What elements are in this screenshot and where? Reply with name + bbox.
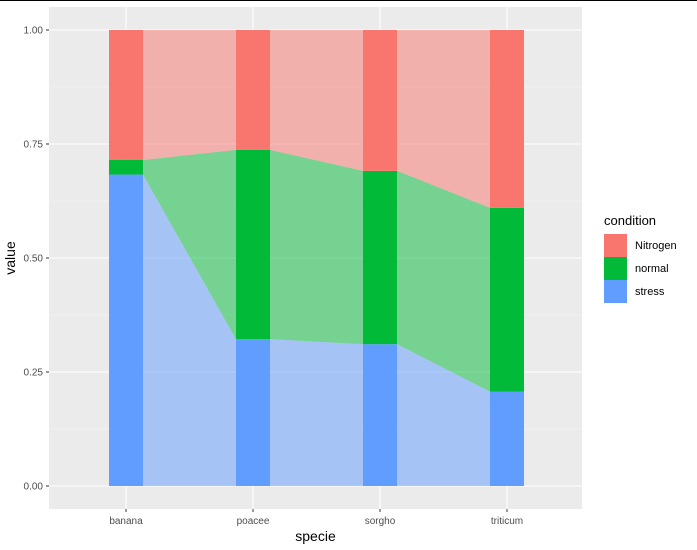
- y-axis-ticks: 0.00 0.25 0.50 0.75 1.00: [24, 26, 49, 493]
- bar-poacee-nitrogen: [236, 30, 270, 150]
- x-tick-label: poacee: [237, 516, 270, 527]
- bar-poacee-normal: [236, 149, 270, 340]
- band-normal-2: [397, 170, 490, 392]
- legend-key-normal: [604, 257, 627, 280]
- legend-title: condition: [604, 213, 656, 228]
- bar-banana-normal: [109, 159, 143, 175]
- y-tick-label: 1.00: [24, 26, 44, 37]
- band-stress-1: [270, 339, 363, 486]
- y-axis-title: value: [2, 241, 18, 275]
- top-border-line: [0, 0, 697, 1]
- bar-sorgho-stress: [363, 344, 397, 486]
- bar-triticum-stress: [490, 391, 524, 486]
- band-nitrogen-1: [270, 30, 363, 171]
- bar-sorgho-normal: [363, 170, 397, 345]
- bars: [109, 30, 524, 486]
- legend-label-stress: stress: [635, 286, 665, 298]
- band-normal-0: [143, 149, 236, 340]
- bar-triticum-nitrogen: [490, 30, 524, 208]
- legend-key-stress: [604, 280, 627, 303]
- legend: condition Nitrogen normal stress: [604, 213, 677, 303]
- legend-label-normal: normal: [635, 263, 669, 275]
- band-stress-2: [397, 344, 490, 486]
- band-stress-0: [143, 174, 236, 486]
- legend-label-nitrogen: Nitrogen: [635, 240, 677, 252]
- bar-poacee-stress: [236, 339, 270, 486]
- y-tick-label: 0.75: [24, 140, 44, 151]
- x-axis-title: specie: [295, 528, 336, 544]
- x-tick-label: triticum: [491, 516, 523, 527]
- y-tick-label: 0.25: [24, 368, 44, 379]
- x-tick-label: sorgho: [365, 516, 396, 527]
- bar-banana-stress: [109, 174, 143, 486]
- bar-banana-nitrogen: [109, 30, 143, 160]
- band-normal-1: [270, 149, 363, 345]
- band-nitrogen-0: [143, 30, 236, 160]
- legend-key-nitrogen: [604, 234, 627, 257]
- x-axis-ticks: banana poacee sorgho triticum: [109, 509, 523, 527]
- band-nitrogen-2: [397, 30, 490, 208]
- bar-triticum-normal: [490, 207, 524, 392]
- x-tick-label: banana: [109, 516, 143, 527]
- y-tick-label: 0.00: [24, 482, 44, 493]
- alluvial-bands: [143, 30, 490, 486]
- y-tick-label: 0.50: [24, 254, 44, 265]
- bar-sorgho-nitrogen: [363, 30, 397, 171]
